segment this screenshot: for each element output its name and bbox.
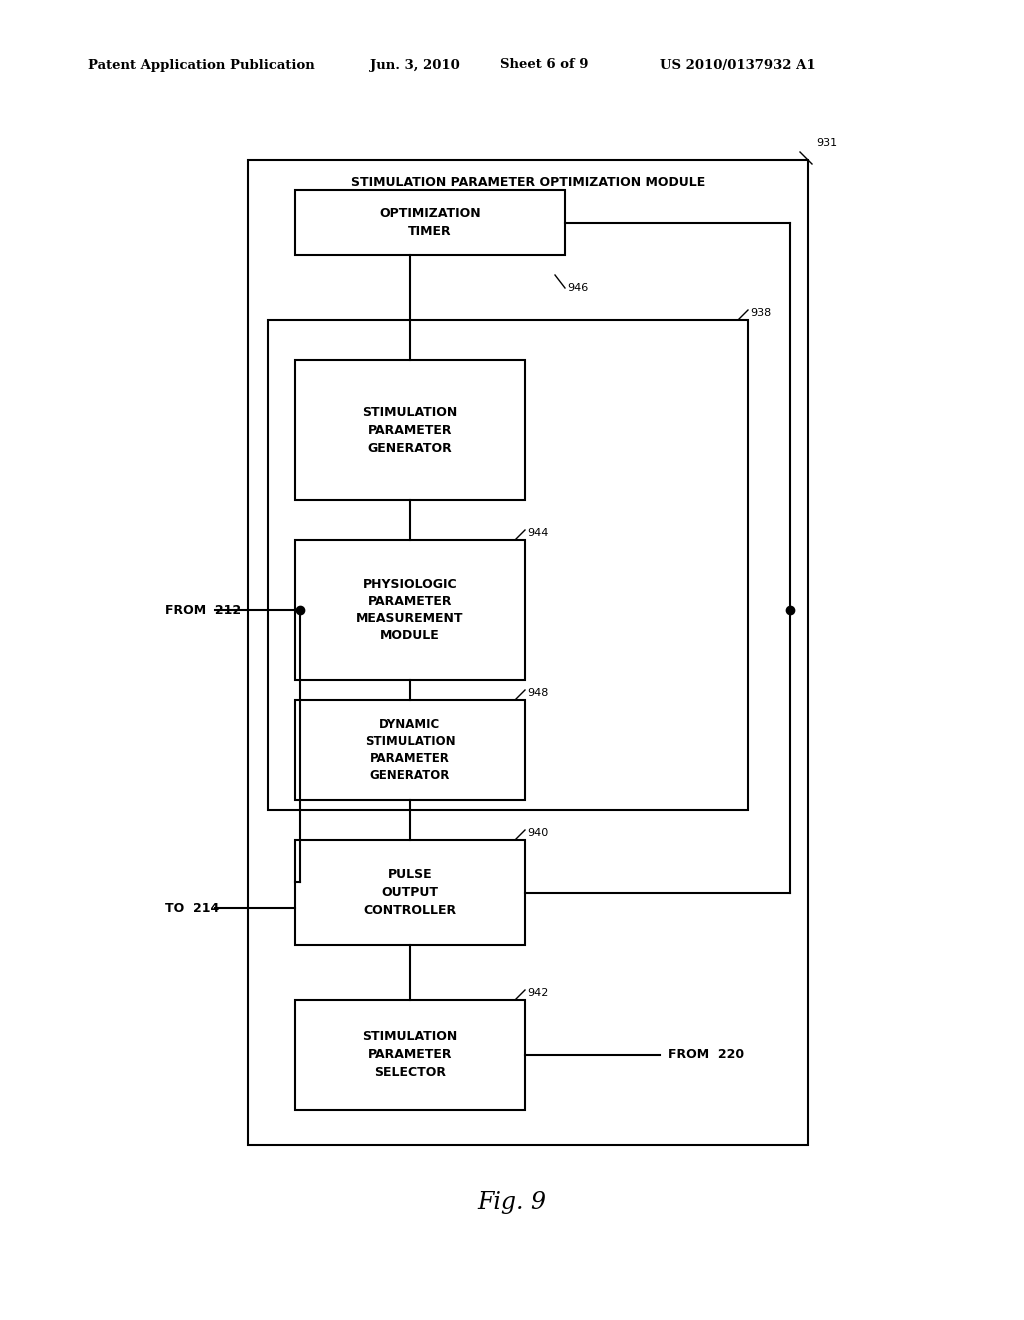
- Text: 942: 942: [527, 987, 549, 998]
- Text: DYNAMIC
STIMULATION
PARAMETER
GENERATOR: DYNAMIC STIMULATION PARAMETER GENERATOR: [365, 718, 456, 781]
- Text: FROM  212: FROM 212: [165, 603, 241, 616]
- Text: STIMULATION
PARAMETER
GENERATOR: STIMULATION PARAMETER GENERATOR: [362, 405, 458, 454]
- Bar: [295, 540, 525, 680]
- Text: PHYSIOLOGIC
PARAMETER
MEASUREMENT
MODULE: PHYSIOLOGIC PARAMETER MEASUREMENT MODULE: [356, 578, 464, 642]
- Bar: [295, 840, 525, 945]
- Text: Fig. 9: Fig. 9: [477, 1191, 547, 1213]
- Text: US 2010/0137932 A1: US 2010/0137932 A1: [660, 58, 816, 71]
- Text: FROM  220: FROM 220: [668, 1048, 744, 1061]
- Text: PULSE
OUTPUT
CONTROLLER: PULSE OUTPUT CONTROLLER: [364, 869, 457, 917]
- Text: TO  214: TO 214: [165, 902, 219, 915]
- Text: Jun. 3, 2010: Jun. 3, 2010: [370, 58, 460, 71]
- Bar: [295, 190, 565, 255]
- Text: OPTIMIZATION
TIMER: OPTIMIZATION TIMER: [379, 207, 481, 238]
- Bar: [295, 1001, 525, 1110]
- Text: STIMULATION
PARAMETER
SELECTOR: STIMULATION PARAMETER SELECTOR: [362, 1031, 458, 1080]
- Text: 946: 946: [567, 282, 588, 293]
- Text: STIMULATION PARAMETER OPTIMIZATION MODULE: STIMULATION PARAMETER OPTIMIZATION MODUL…: [351, 176, 706, 189]
- Bar: [295, 700, 525, 800]
- Text: Patent Application Publication: Patent Application Publication: [88, 58, 314, 71]
- Text: 940: 940: [527, 828, 548, 838]
- Bar: [295, 360, 525, 500]
- Bar: [248, 160, 808, 1144]
- Text: 948: 948: [527, 688, 549, 698]
- Text: Sheet 6 of 9: Sheet 6 of 9: [500, 58, 589, 71]
- Text: 944: 944: [527, 528, 549, 539]
- Text: 931: 931: [816, 139, 838, 148]
- Text: 938: 938: [750, 308, 771, 318]
- Bar: [268, 319, 748, 810]
